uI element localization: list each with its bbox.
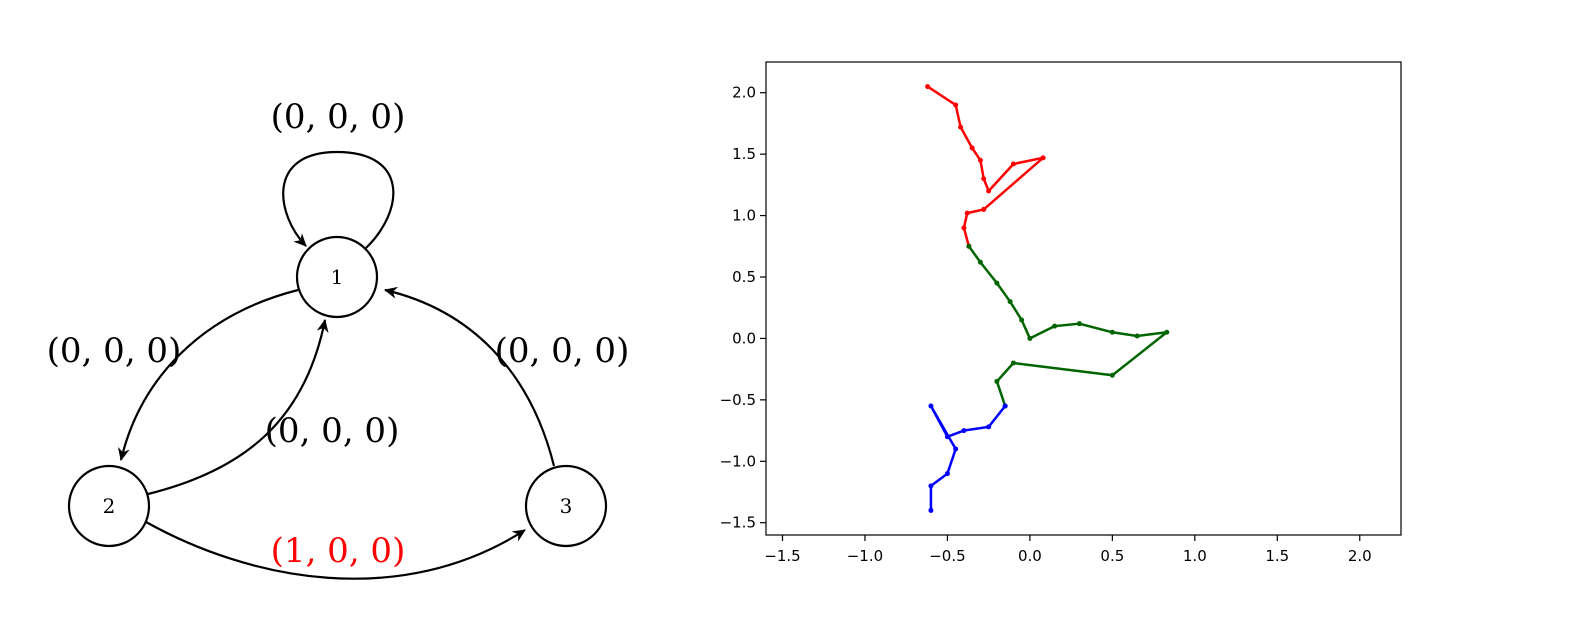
data-point bbox=[986, 188, 992, 194]
data-point bbox=[944, 471, 950, 477]
data-point bbox=[958, 124, 964, 130]
state-diagram: 1 2 3 (0, 0, 0) (0, 0, 0) (0, 0, 0) (0, … bbox=[47, 97, 630, 580]
data-point bbox=[953, 102, 959, 108]
data-point bbox=[986, 424, 992, 430]
node-1: 1 bbox=[295, 235, 379, 319]
edge-1-to-2 bbox=[117, 288, 299, 461]
data-point bbox=[1109, 329, 1115, 335]
y-tick-label: 1.5 bbox=[732, 145, 756, 163]
x-tick-label: −1.0 bbox=[847, 547, 883, 565]
data-point bbox=[964, 210, 970, 216]
y-tick-label: 1.0 bbox=[732, 207, 756, 225]
data-point bbox=[928, 403, 934, 409]
y-tick-label: −0.5 bbox=[720, 391, 756, 409]
data-point bbox=[1010, 161, 1016, 167]
y-tick-label: 0.5 bbox=[732, 268, 756, 286]
data-point bbox=[928, 483, 934, 489]
data-point bbox=[961, 428, 967, 434]
data-point bbox=[994, 280, 1000, 286]
data-point bbox=[1010, 360, 1016, 366]
data-point bbox=[961, 225, 967, 231]
x-tick-label: 1.5 bbox=[1265, 547, 1289, 565]
edge-3-to-1-label: (0, 0, 0) bbox=[495, 331, 630, 371]
data-point bbox=[966, 243, 972, 249]
data-point bbox=[1002, 403, 1008, 409]
data-point bbox=[925, 84, 931, 90]
x-tick-label: 0.0 bbox=[1018, 547, 1042, 565]
edge-1-to-1 bbox=[282, 150, 395, 249]
series-0-trace bbox=[926, 85, 1045, 247]
y-tick-label: −1.5 bbox=[720, 514, 756, 532]
data-point bbox=[1040, 155, 1046, 161]
axes-frame bbox=[765, 61, 1402, 536]
edge-1-to-2-label: (0, 0, 0) bbox=[47, 331, 182, 371]
data-point bbox=[944, 434, 950, 440]
data-point bbox=[953, 446, 959, 452]
fractal-plot: −1.5 −1.0 −0.5 0.0 0.5 1.0 1.5 2.0 −1.5 −1.0 −0.5… bbox=[720, 61, 1402, 565]
x-axis-ticks: −1.5 −1.0 −0.5 0.0 0.5 1.0 1.5 2.0 bbox=[764, 535, 1372, 565]
data-point bbox=[1007, 299, 1013, 305]
edge-2-to-1-label: (0, 0, 0) bbox=[265, 411, 400, 451]
y-axis-ticks: −1.5 −1.0 −0.5 0.0 0.5 1.0 1.5 2.0 bbox=[720, 84, 766, 532]
data-point bbox=[928, 507, 934, 513]
data-point bbox=[1134, 333, 1140, 339]
y-tick-label: 0.0 bbox=[732, 329, 756, 347]
data-point bbox=[1076, 321, 1082, 327]
node-1-label: 1 bbox=[331, 265, 344, 289]
x-tick-label: −0.5 bbox=[929, 547, 965, 565]
edge-2-to-1 bbox=[147, 319, 329, 496]
data-point bbox=[1164, 329, 1170, 335]
data-point bbox=[981, 206, 987, 212]
node-2: 2 bbox=[67, 464, 151, 548]
x-tick-label: 2.0 bbox=[1348, 547, 1372, 565]
edge-2-to-3 bbox=[145, 521, 526, 580]
data-point bbox=[969, 145, 975, 151]
data-point bbox=[981, 176, 987, 182]
data-point bbox=[977, 157, 983, 163]
data-point bbox=[977, 259, 983, 265]
node-3-label: 3 bbox=[560, 494, 573, 518]
node-2-label: 2 bbox=[103, 494, 116, 518]
y-tick-label: 2.0 bbox=[732, 84, 756, 102]
node-3: 3 bbox=[524, 464, 608, 548]
data-point bbox=[1052, 323, 1058, 329]
data-series bbox=[925, 84, 1170, 513]
x-tick-label: 1.0 bbox=[1183, 547, 1207, 565]
y-tick-label: −1.0 bbox=[720, 452, 756, 470]
edge-3-to-1 bbox=[384, 286, 556, 467]
edge-2-to-3-label: (1, 0, 0) bbox=[271, 531, 406, 571]
x-tick-label: −1.5 bbox=[764, 547, 800, 565]
data-point bbox=[994, 378, 1000, 384]
data-point bbox=[1109, 372, 1115, 378]
data-point bbox=[1019, 317, 1025, 323]
data-point bbox=[1027, 335, 1033, 341]
edge-1-to-1-label: (0, 0, 0) bbox=[271, 97, 406, 137]
x-tick-label: 0.5 bbox=[1100, 547, 1124, 565]
series-2-trace bbox=[929, 404, 1007, 511]
